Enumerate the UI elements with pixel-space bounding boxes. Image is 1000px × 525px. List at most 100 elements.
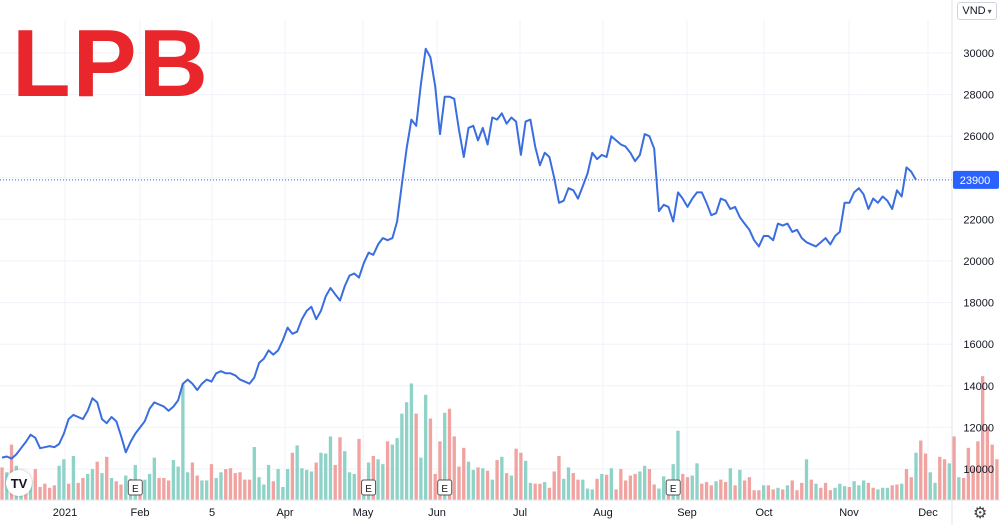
- time-axis[interactable]: 2021 Feb 5 Apr May Jun Jul Aug Sep Oct Nov Dec: [0, 499, 1000, 519]
- volume-bar: [152, 457, 156, 500]
- volume-bar: [38, 486, 42, 500]
- volume-bar: [928, 472, 932, 500]
- price-line: [1, 47, 917, 460]
- gear-icon[interactable]: ⚙: [973, 503, 988, 522]
- volume-bar: [295, 445, 299, 500]
- volume-bar: [476, 467, 480, 500]
- time-tick-label: Aug: [593, 507, 613, 519]
- volume-bar: [828, 490, 832, 500]
- volume-bar: [790, 480, 794, 500]
- volume-bar: [771, 489, 775, 500]
- volume-bar: [857, 485, 861, 500]
- volume-bar: [309, 471, 314, 500]
- volume-bar: [76, 482, 80, 500]
- volume-bar: [709, 485, 713, 500]
- volume-bar: [319, 452, 323, 500]
- volume-bar: [976, 441, 980, 500]
- currency-select[interactable]: VND ▾: [957, 2, 997, 20]
- time-tick-label: Apr: [276, 507, 293, 519]
- volume-bar: [162, 477, 166, 500]
- earnings-markers[interactable]: EEEEE: [127, 479, 1000, 496]
- volume-bar: [785, 485, 790, 500]
- volume-bar: [847, 486, 852, 500]
- volume-bar: [185, 472, 190, 500]
- volume-bar: [866, 482, 871, 500]
- volume-bar: [314, 462, 318, 500]
- volume-bar: [871, 487, 875, 500]
- volume-bar: [443, 412, 447, 500]
- tradingview-logo-icon[interactable]: TV: [6, 470, 32, 496]
- volume-bar: [328, 436, 333, 500]
- volume-bar: [904, 469, 909, 500]
- price-axis[interactable]: 1000012000140001600018000200002200024000…: [951, 0, 999, 525]
- volume-bar: [985, 426, 990, 500]
- volume-bar: [195, 475, 199, 500]
- ticker-symbol: LPB: [12, 10, 210, 117]
- volume-bar: [900, 483, 904, 500]
- volume-bar: [66, 483, 71, 500]
- volume-bar: [885, 487, 890, 500]
- time-tick-label: Feb: [131, 507, 150, 519]
- volume-bar: [281, 486, 285, 500]
- volume-bar: [485, 470, 490, 500]
- volume-bar: [923, 453, 928, 500]
- volume-bar: [71, 455, 76, 500]
- volume-bar: [90, 469, 95, 500]
- volume-bar: [919, 440, 923, 500]
- volume-bar: [285, 469, 290, 500]
- volume-bar: [533, 483, 537, 500]
- price-tick-label: 10000: [963, 464, 994, 476]
- volume-bar: [205, 480, 209, 500]
- volume-bar: [119, 484, 123, 500]
- price-tick-label: 30000: [963, 48, 994, 60]
- volume-bar: [33, 469, 37, 500]
- volume-bar: [552, 471, 556, 500]
- price-tick-label: 14000: [963, 381, 994, 393]
- volume-bar: [276, 469, 280, 500]
- volume-bar: [657, 488, 661, 500]
- chevron-down-icon: ▾: [987, 6, 992, 16]
- earnings-marker: [127, 479, 143, 496]
- volume-bar: [0, 467, 4, 500]
- volume-bar: [566, 467, 571, 500]
- volume-bar: [757, 490, 761, 500]
- volume-bar: [947, 463, 951, 500]
- earnings-marker-label: E: [670, 484, 677, 495]
- volume-bar: [500, 456, 504, 500]
- volume-bar: [590, 489, 594, 500]
- volume-bar: [404, 402, 409, 500]
- volume-bar: [509, 475, 514, 500]
- volume-bar: [457, 466, 461, 500]
- volume-bar: [209, 464, 214, 500]
- volume-bar: [581, 479, 585, 500]
- volume-bar: [952, 436, 956, 500]
- volume-bar: [214, 477, 218, 500]
- volume-bar: [62, 459, 66, 500]
- volume-bar: [676, 430, 680, 500]
- volume-bar: [895, 484, 899, 500]
- volume-bar: [176, 466, 180, 500]
- volume-bars: [0, 376, 999, 500]
- volume-bar: [704, 482, 709, 500]
- volume-bar: [881, 487, 885, 500]
- volume-bar: [809, 479, 813, 500]
- earnings-marker-label: E: [365, 484, 372, 495]
- volume-bar: [600, 473, 604, 500]
- last-price-label-bg: [953, 170, 999, 189]
- volume-bar: [728, 468, 733, 500]
- time-tick-label: 5: [209, 507, 215, 519]
- volume-bar: [224, 469, 228, 500]
- volume-bar: [547, 487, 552, 500]
- volume-bar: [852, 481, 856, 500]
- volume-bar: [638, 471, 642, 500]
- volume-bar: [781, 489, 785, 500]
- volume-bar: [390, 444, 395, 500]
- volume-bar: [143, 479, 147, 500]
- volume-bar: [81, 477, 85, 500]
- volume-bar: [890, 485, 894, 500]
- volume-bar: [681, 473, 685, 500]
- volume-bar: [662, 476, 666, 500]
- volume-bar: [576, 479, 580, 500]
- volume-bar: [695, 463, 699, 500]
